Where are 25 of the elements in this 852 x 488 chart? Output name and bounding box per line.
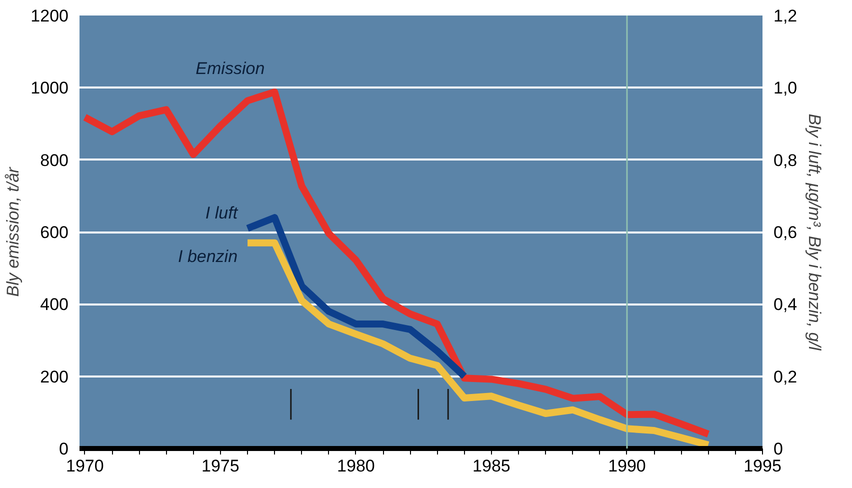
x-tick-label: 1985 [472, 456, 510, 476]
y-tick-label: 1200 [30, 6, 69, 26]
y-tick-label: 200 [40, 367, 69, 386]
x-tick-label: 1990 [608, 456, 646, 476]
y2-tick-label: 1,0 [774, 78, 798, 98]
series-label: I benzin [178, 246, 238, 266]
y2-tick-label: 0,2 [774, 367, 798, 386]
series-label: Emission [196, 58, 265, 78]
y-tick-label: 600 [40, 223, 69, 242]
y-axis-title: Bly emission, t/år [4, 166, 23, 297]
x-tick-label: 1995 [744, 456, 782, 476]
y2-tick-label: 1,2 [774, 6, 798, 26]
y2-tick-label: 0,8 [774, 150, 798, 170]
y2-tick-label: 0,6 [774, 223, 798, 242]
y-tick-label: 800 [40, 150, 69, 170]
y-tick-label: 0 [59, 440, 69, 458]
y-tick-label: 400 [40, 295, 69, 314]
y2-tick-label: 0 [774, 440, 783, 458]
x-tick-label: 1975 [202, 456, 240, 476]
x-tick-label: 1980 [337, 456, 375, 476]
y-tick-label: 1000 [30, 78, 69, 98]
series-label: I luft [205, 203, 239, 222]
x-tick-label: 1970 [66, 456, 104, 476]
y2-tick-label: 0,4 [774, 295, 798, 314]
y2-axis-title: Bly i luft, µg/m³, Bly i benzin, g/l [805, 114, 824, 352]
